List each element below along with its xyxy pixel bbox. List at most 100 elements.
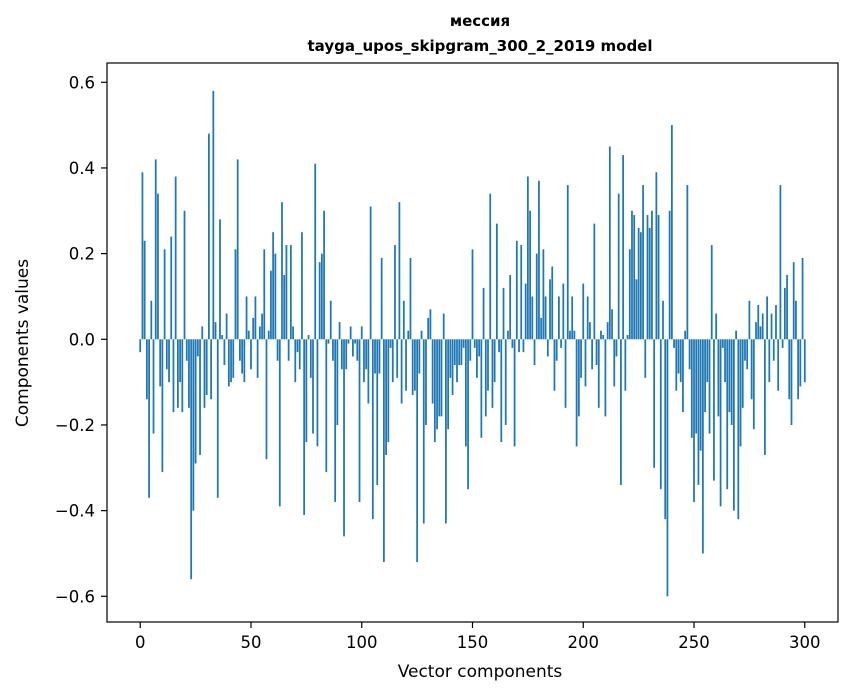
bar: [580, 339, 582, 378]
bar: [418, 339, 421, 374]
bar: [615, 339, 618, 357]
bar: [482, 287, 485, 340]
bar: [190, 339, 193, 580]
bar: [792, 262, 795, 340]
bar: [192, 339, 195, 511]
y-tick-label: 0.6: [69, 73, 95, 92]
bar: [334, 339, 337, 503]
bar: [478, 339, 481, 357]
bar: [586, 296, 589, 340]
plot-frame: [106, 62, 839, 623]
bar: [533, 339, 536, 365]
bar: [250, 339, 252, 370]
bar: [779, 185, 782, 340]
chart-title-line-2: tayga_upos_skipgram_300_2_2019 model: [308, 37, 653, 55]
bar: [174, 176, 177, 340]
bar: [721, 339, 724, 348]
bar: [611, 309, 613, 340]
bar: [606, 322, 609, 340]
bar: [150, 300, 153, 340]
bar: [332, 339, 334, 361]
bar: [287, 339, 290, 361]
bar: [201, 326, 204, 340]
bar: [327, 339, 330, 344]
bar: [467, 339, 469, 490]
bar: [772, 339, 775, 361]
bar: [303, 339, 306, 515]
bar: [199, 339, 201, 455]
bar: [775, 305, 777, 340]
bar: [143, 240, 146, 340]
bar: [662, 300, 664, 340]
bar: [591, 339, 593, 370]
bar: [699, 339, 702, 451]
bar: [679, 339, 682, 383]
bar: [577, 339, 580, 417]
bar: [670, 125, 673, 340]
bar: [750, 339, 753, 400]
bar: [489, 193, 492, 340]
bar: [433, 339, 436, 443]
bar: [159, 339, 162, 387]
bar: [325, 339, 328, 473]
bar: [389, 339, 392, 348]
bar: [157, 193, 159, 340]
bar: [141, 172, 144, 340]
bar: [768, 339, 771, 383]
bar: [719, 339, 722, 507]
bar: [230, 339, 232, 383]
bar: [425, 339, 427, 425]
bar: [646, 215, 649, 340]
bar: [289, 245, 292, 340]
bar: [305, 339, 308, 443]
bar: [491, 339, 494, 408]
bar: [677, 339, 680, 374]
bar: [314, 163, 317, 340]
bar: [569, 330, 571, 340]
bar: [179, 339, 181, 383]
bar: [460, 339, 463, 365]
bar: [688, 339, 691, 370]
bar: [803, 339, 806, 383]
bar: [365, 339, 368, 370]
bar: [407, 330, 410, 340]
y-tick-label: −0.4: [55, 502, 95, 521]
bar: [555, 339, 558, 361]
bar: [651, 210, 653, 340]
bar: [453, 339, 456, 365]
bar: [693, 339, 695, 503]
bar: [354, 339, 356, 344]
bar: [380, 257, 383, 340]
bar: [285, 245, 288, 340]
bar: [471, 249, 474, 340]
bar: [371, 339, 374, 520]
x-tick-label: 0: [135, 633, 146, 652]
bar: [484, 339, 487, 417]
bar: [254, 296, 257, 340]
bar: [440, 339, 443, 417]
bar: [633, 215, 636, 340]
bar: [675, 339, 678, 391]
bar: [414, 339, 416, 391]
bar: [755, 322, 757, 340]
bar: [608, 146, 611, 340]
bar: [624, 339, 627, 391]
x-tick-label: 150: [457, 633, 489, 652]
bar: [708, 339, 711, 434]
bar: [294, 339, 297, 383]
bar: [682, 339, 684, 413]
bar: [208, 133, 210, 340]
bar: [526, 176, 529, 340]
bar: [764, 339, 766, 455]
bar: [274, 253, 277, 340]
bar: [352, 339, 354, 357]
bar: [582, 283, 585, 340]
bar: [513, 339, 516, 447]
bar: [296, 339, 299, 353]
bar: [752, 339, 755, 430]
bar: [360, 326, 363, 340]
bar: [544, 296, 547, 340]
bar: [520, 245, 523, 340]
bar: [628, 249, 631, 340]
